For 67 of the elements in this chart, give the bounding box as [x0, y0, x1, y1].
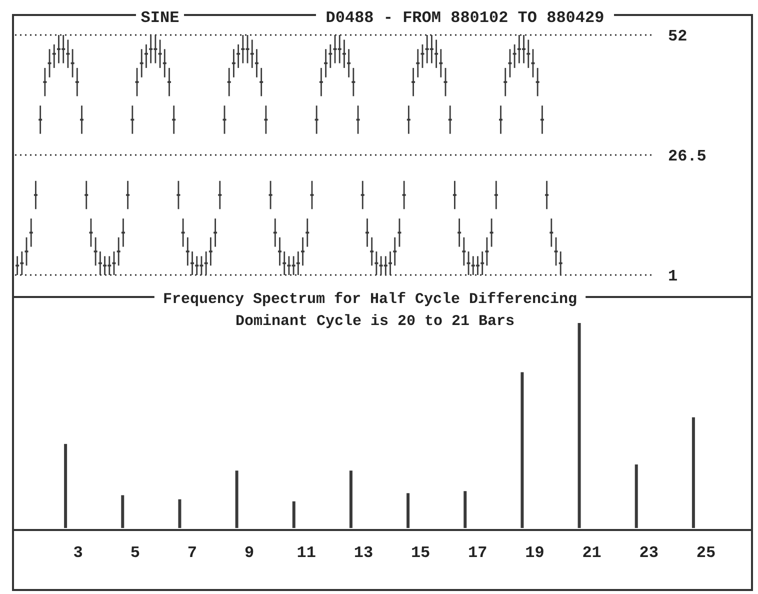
- candlestick: [29, 218, 33, 248]
- candlestick: [402, 180, 406, 210]
- candlestick: [504, 67, 508, 97]
- candlestick: [490, 218, 494, 248]
- candlestick: [89, 218, 93, 248]
- candlestick: [319, 67, 323, 97]
- candlestick: [485, 236, 489, 266]
- x-tick-label: 5: [130, 544, 140, 562]
- candlestick: [444, 67, 448, 97]
- x-tick-label: 9: [244, 544, 254, 562]
- candlestick: [554, 236, 558, 266]
- chart-title: Frequency Spectrum for Half Cycle Differencing: [162, 291, 578, 308]
- chart-title: SINE: [140, 9, 180, 27]
- candlestick: [24, 236, 28, 266]
- x-tick-label: 21: [582, 544, 602, 562]
- x-tick-label: 7: [187, 544, 198, 562]
- x-tick-label: 15: [410, 544, 430, 562]
- candlestick: [84, 180, 88, 210]
- x-tick-label: 19: [525, 544, 544, 562]
- candlestick: [268, 180, 272, 210]
- x-tick-label: 25: [696, 544, 716, 562]
- candlestick: [301, 236, 305, 266]
- candlestick: [273, 218, 277, 248]
- candlestick: [227, 67, 231, 97]
- candlestick: [167, 67, 171, 97]
- candlestick: [218, 180, 222, 210]
- x-tick-label: 17: [468, 544, 488, 562]
- candlestick: [458, 218, 462, 248]
- candlestick: [550, 218, 554, 248]
- candlestick: [393, 236, 397, 266]
- candlestick: [360, 180, 364, 210]
- chart-subtitle: D0488 - FROM 880102 TO 880429: [326, 9, 604, 27]
- candlestick: [494, 180, 498, 210]
- candlestick: [462, 236, 466, 266]
- candlestick: [365, 218, 369, 248]
- candlestick: [278, 236, 282, 266]
- x-tick-label: 11: [296, 544, 316, 562]
- candlestick: [121, 218, 125, 248]
- candlestick: [214, 218, 218, 248]
- candlestick: [452, 180, 456, 210]
- x-tick-label: 13: [354, 544, 374, 562]
- candlestick: [126, 180, 130, 210]
- candlestick: [260, 67, 264, 97]
- candlestick: [34, 180, 38, 210]
- candlestick: [370, 236, 374, 266]
- candlestick: [116, 236, 120, 266]
- y-tick-label: 1: [668, 268, 678, 286]
- candlestick: [545, 180, 549, 210]
- candlestick: [94, 236, 98, 266]
- candlestick: [352, 67, 356, 97]
- chart-subtitle: Dominant Cycle is 20 to 21 Bars: [235, 313, 515, 330]
- candlestick: [186, 236, 190, 266]
- candlestick: [306, 218, 310, 248]
- candlestick: [43, 67, 47, 97]
- candlestick: [536, 67, 540, 97]
- candlestick: [176, 180, 180, 210]
- x-tick-label: 23: [639, 544, 658, 562]
- y-tick-label: 26.5: [668, 148, 706, 166]
- candlestick: [208, 236, 212, 266]
- candlestick: [135, 67, 139, 97]
- candlestick: [398, 218, 402, 248]
- x-tick-label: 3: [73, 544, 83, 562]
- y-tick-label: 52: [668, 28, 688, 46]
- candlestick: [181, 218, 185, 248]
- candlestick: [75, 67, 79, 97]
- candlestick: [412, 67, 416, 97]
- candlestick: [310, 180, 314, 210]
